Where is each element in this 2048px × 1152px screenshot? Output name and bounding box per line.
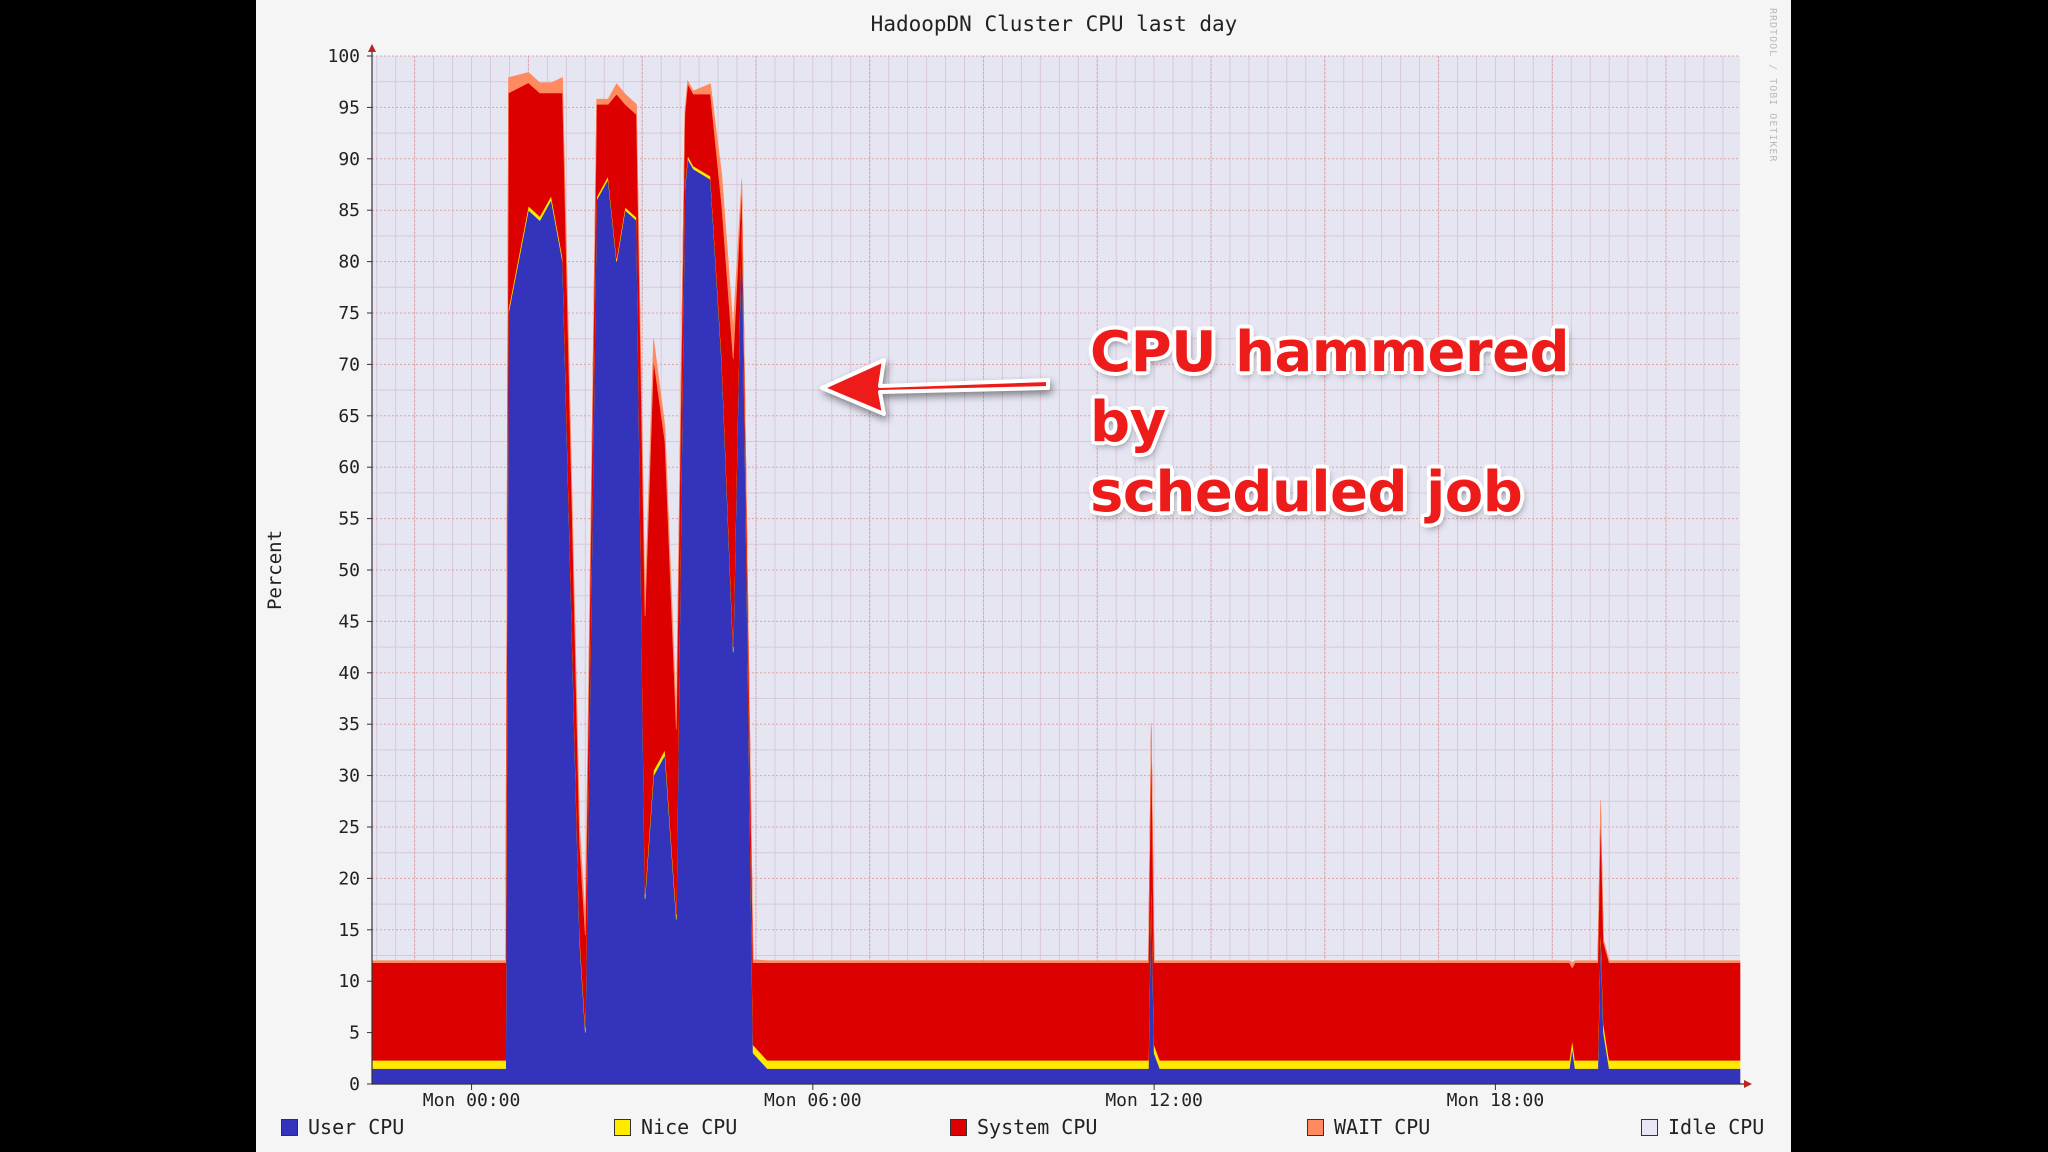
x-tick-label: Mon 00:00 xyxy=(423,1090,521,1111)
legend-swatch-nice xyxy=(614,1118,631,1136)
y-tick-label: 85 xyxy=(338,200,360,221)
y-tick-label: 75 xyxy=(338,303,360,324)
x-axis-arrow xyxy=(1744,1080,1752,1088)
y-tick-label: 40 xyxy=(338,663,360,684)
x-tick-label: Mon 06:00 xyxy=(764,1090,862,1111)
legend-label-user: User CPU xyxy=(308,1115,405,1139)
y-axis-arrow xyxy=(368,44,376,52)
legend-user-cpu: User CPU xyxy=(281,1114,404,1140)
y-tick-labels: 0 5 10 15 20 25 30 35 40 45 50 55 60 65 70 75 80 85 90 95 10… xyxy=(327,46,372,1095)
legend-nice-cpu: Nice CPU xyxy=(614,1114,737,1140)
annotation-callout: CPU hammered by scheduled job xyxy=(1090,318,1650,528)
y-tick-label: 20 xyxy=(338,868,360,889)
legend-swatch-user xyxy=(281,1118,298,1136)
y-tick-label: 45 xyxy=(338,611,360,632)
annotation-arrow xyxy=(820,358,1050,416)
y-tick-label: 25 xyxy=(338,817,360,838)
annotation-line-1: CPU hammered by xyxy=(1090,320,1570,455)
y-tick-label: 60 xyxy=(338,457,360,478)
stacked-areas xyxy=(371,72,1741,1085)
legend-idle-cpu: Idle CPU xyxy=(1641,1114,1764,1140)
annotation-line-2: scheduled job xyxy=(1090,460,1523,525)
legend-swatch-wait xyxy=(1307,1118,1324,1136)
legend-swatch-idle xyxy=(1641,1118,1658,1136)
legend-label-idle: Idle CPU xyxy=(1668,1115,1765,1139)
legend-label-nice: Nice CPU xyxy=(641,1115,738,1139)
x-tick-labels: Mon 00:00 Mon 06:00 Mon 12:00 Mon 18:00 xyxy=(423,1084,1544,1111)
legend-swatch-system xyxy=(950,1118,967,1136)
y-tick-label: 95 xyxy=(338,97,360,118)
legend-system-cpu: System CPU xyxy=(950,1114,1097,1140)
y-tick-label: 35 xyxy=(338,714,360,735)
y-tick-label: 50 xyxy=(338,560,360,581)
y-tick-label: 100 xyxy=(327,46,360,67)
area-wait-cpu xyxy=(371,72,1741,969)
y-axis-label: Percent xyxy=(264,530,286,610)
x-tick-label: Mon 18:00 xyxy=(1447,1090,1545,1111)
y-tick-label: 10 xyxy=(338,971,360,992)
y-tick-label: 65 xyxy=(338,406,360,427)
y-tick-label: 70 xyxy=(338,354,360,375)
y-tick-label: 5 xyxy=(349,1023,360,1044)
legend-label-wait: WAIT CPU xyxy=(1334,1115,1431,1139)
legend-wait-cpu: WAIT CPU xyxy=(1307,1114,1430,1140)
y-tick-label: 30 xyxy=(338,766,360,787)
y-tick-label: 90 xyxy=(338,149,360,170)
axes xyxy=(368,44,1752,1088)
y-tick-label: 55 xyxy=(338,509,360,530)
legend-label-system: System CPU xyxy=(977,1115,1098,1139)
rrdtool-watermark: RRDTOOL / TOBI OETIKER xyxy=(1767,8,1778,163)
y-tick-label: 15 xyxy=(338,920,360,941)
chart-title: HadoopDN Cluster CPU last day xyxy=(871,12,1238,36)
y-tick-label: 0 xyxy=(349,1074,360,1095)
y-tick-label: 80 xyxy=(338,252,360,273)
x-tick-label: Mon 12:00 xyxy=(1105,1090,1203,1111)
